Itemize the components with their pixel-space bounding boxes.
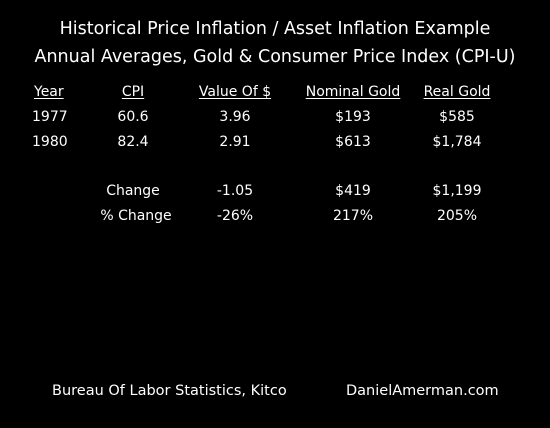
table-cell-cpi: 82.4 <box>117 134 149 150</box>
summary-value-of-dollar-percent-change: -26% <box>216 208 254 224</box>
table-cell-value-of-dollar: 3.96 <box>219 109 251 125</box>
summary-real-gold-percent-change: 205% <box>436 208 478 224</box>
chart-title: Historical Price Inflation / Asset Infla… <box>59 19 491 39</box>
header-year: Year <box>34 84 64 100</box>
source-credit: Bureau Of Labor Statistics, Kitco <box>52 383 287 399</box>
table-cell-real-gold: $585 <box>439 109 475 125</box>
summary-nominal-gold-percent-change: 217% <box>332 208 374 224</box>
header-value-of-dollar: Value Of $ <box>198 84 272 100</box>
summary-label-change: Change <box>106 183 160 199</box>
summary-real-gold-change: $1,199 <box>432 183 482 199</box>
table-cell-year: 1980 <box>32 134 68 150</box>
summary-value-of-dollar-change: -1.05 <box>216 183 254 199</box>
table-cell-real-gold: $1,784 <box>432 134 482 150</box>
summary-label-percent-change: % Change <box>100 208 172 224</box>
table-cell-nominal-gold: $193 <box>335 109 371 125</box>
header-real-gold: Real Gold <box>423 84 491 100</box>
website-credit: DanielAmerman.com <box>346 383 499 399</box>
table-cell-year: 1977 <box>32 109 68 125</box>
header-cpi: CPI <box>121 84 145 100</box>
table-cell-cpi: 60.6 <box>117 109 149 125</box>
summary-nominal-gold-change: $419 <box>335 183 371 199</box>
chart-subtitle: Annual Averages, Gold & Consumer Price I… <box>34 47 516 67</box>
table-cell-value-of-dollar: 2.91 <box>219 134 251 150</box>
table-cell-nominal-gold: $613 <box>335 134 371 150</box>
header-nominal-gold: Nominal Gold <box>305 84 401 100</box>
